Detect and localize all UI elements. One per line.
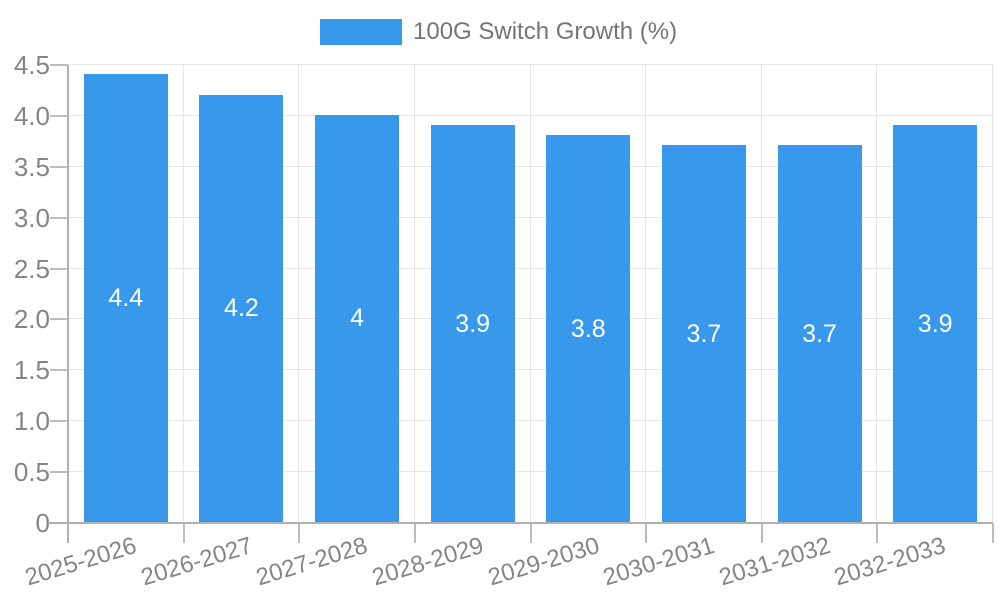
v-gridline <box>992 65 993 523</box>
y-axis-tick-label: 0 <box>35 508 50 538</box>
bar-value-label: 3.8 <box>570 314 606 343</box>
bar[interactable]: 3.7 <box>777 145 862 522</box>
h-gridline <box>68 420 993 422</box>
h-gridline <box>68 216 993 218</box>
bar[interactable]: 3.9 <box>893 125 978 522</box>
v-gridline <box>876 65 878 523</box>
y-axis-line <box>67 65 69 543</box>
y-axis-tick <box>50 64 68 66</box>
y-axis-tick <box>50 165 68 168</box>
x-axis-line <box>48 522 993 524</box>
h-gridline <box>68 114 993 116</box>
bar[interactable]: 3.8 <box>546 135 631 522</box>
h-gridline <box>68 64 993 65</box>
bar-value-label: 3.9 <box>917 309 953 338</box>
v-gridline <box>413 65 415 523</box>
x-axis-tick <box>182 523 185 543</box>
x-axis-category-label: 2026-2027 <box>137 532 256 592</box>
y-axis-tick <box>50 318 68 321</box>
y-axis-tick-label: 1.5 <box>13 355 50 386</box>
x-axis-category-label: 2030-2031 <box>600 532 718 592</box>
h-gridline <box>68 369 993 371</box>
h-gridline <box>68 471 993 473</box>
x-axis-tick <box>760 523 763 543</box>
v-gridline <box>529 65 531 523</box>
y-axis-tick-label: 1.0 <box>13 406 50 437</box>
y-axis-tick-label: 3.0 <box>13 202 50 233</box>
v-gridline <box>298 65 300 523</box>
x-axis-tick <box>413 523 416 543</box>
h-gridline <box>68 165 993 167</box>
y-axis-tick-label: 2.5 <box>13 253 50 284</box>
y-axis-tick-label: 0.5 <box>13 457 50 488</box>
bar[interactable]: 4 <box>315 114 400 522</box>
x-axis-category-label: 2031-2032 <box>715 532 834 592</box>
v-gridline <box>760 65 762 523</box>
x-axis-tick <box>529 523 532 543</box>
v-gridline <box>182 65 184 523</box>
x-axis-tick <box>992 523 994 543</box>
bar[interactable]: 3.7 <box>661 145 746 522</box>
x-axis-category-label: 2032-2033 <box>831 532 950 592</box>
bar-value-label: 4.4 <box>108 284 144 313</box>
x-axis-category-label: 2025-2026 <box>22 532 140 592</box>
y-axis-tick <box>50 267 68 270</box>
h-gridline <box>68 267 993 269</box>
y-axis-tick <box>50 216 68 219</box>
y-axis-tick <box>50 114 68 117</box>
y-axis-tick <box>50 369 68 372</box>
h-gridline <box>68 318 993 320</box>
bar[interactable]: 3.9 <box>430 125 515 522</box>
x-axis-category-label: 2029-2030 <box>484 532 603 592</box>
legend-label: 100G Switch Growth (%) <box>413 18 678 45</box>
v-gridline <box>645 65 647 523</box>
bar[interactable]: 4.4 <box>83 74 168 522</box>
bar-value-label: 3.9 <box>455 309 491 338</box>
legend[interactable]: 100G Switch Growth (%) <box>320 19 677 45</box>
x-axis-tick <box>876 523 879 543</box>
y-axis-tick-label: 3.5 <box>13 151 50 182</box>
bar-value-label: 3.7 <box>802 319 837 348</box>
y-axis-tick-label: 2.0 <box>13 304 50 335</box>
bar[interactable]: 4.2 <box>199 94 284 522</box>
legend-swatch-icon <box>320 19 402 45</box>
y-axis-tick <box>50 420 68 423</box>
x-axis-category-label: 2028-2029 <box>368 532 487 592</box>
bar-value-label: 4.2 <box>224 294 259 323</box>
y-axis-tick-label: 4.5 <box>13 50 50 80</box>
x-axis-tick <box>645 523 648 543</box>
y-axis-tick-label: 4.0 <box>13 100 50 131</box>
bar-value-label: 4 <box>350 304 365 333</box>
x-axis-category-label: 2027-2028 <box>253 532 371 592</box>
x-axis-tick <box>298 523 301 543</box>
bar-value-label: 3.7 <box>686 319 722 348</box>
y-axis-tick <box>50 471 68 474</box>
